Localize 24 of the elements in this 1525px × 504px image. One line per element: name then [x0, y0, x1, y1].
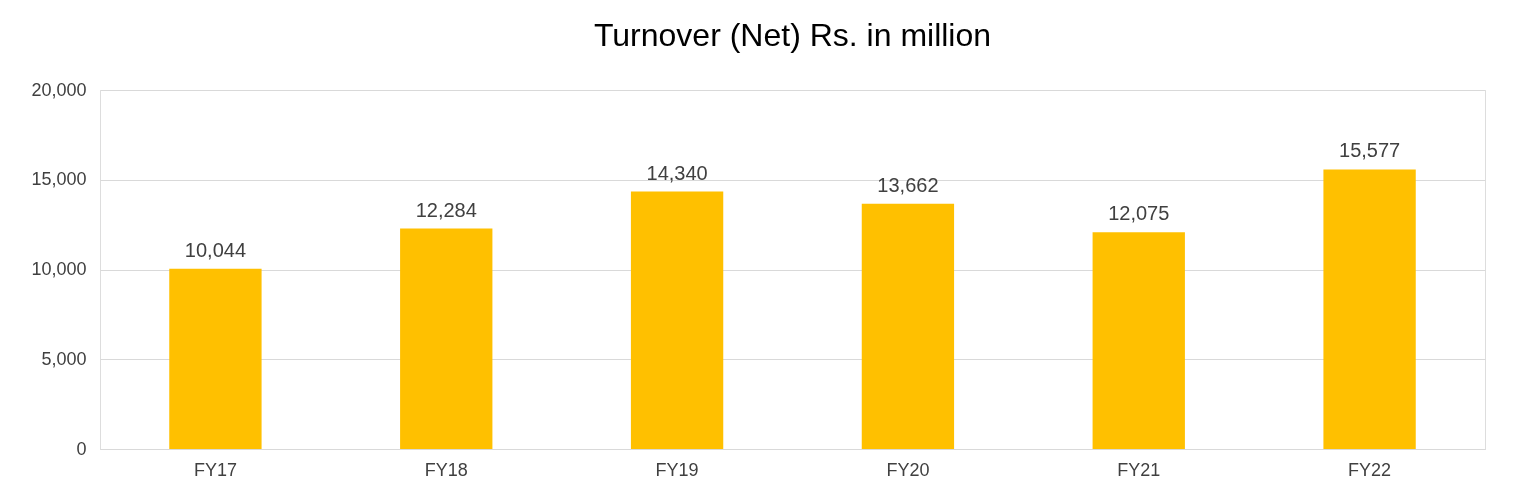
bar [630, 191, 724, 449]
data-label: 12,284 [415, 198, 477, 221]
x-tick-label: FY21 [1117, 459, 1161, 480]
chart-title: Turnover (Net) Rs. in million [593, 17, 992, 53]
data-label: 12,075 [1108, 202, 1170, 225]
bar [1323, 169, 1416, 449]
data-label: 13,662 [877, 173, 939, 196]
y-tick-label: 10,000 [31, 259, 87, 279]
x-tick-label: FY22 [1348, 459, 1392, 480]
data-label: 15,577 [1339, 139, 1401, 162]
y-tick-label: 0 [76, 438, 87, 459]
y-tick-label: 20,000 [31, 79, 87, 100]
data-label: 14,340 [646, 161, 708, 184]
x-tick-label: FY17 [193, 459, 237, 480]
bar [1092, 232, 1185, 449]
data-label: 10,044 [184, 238, 246, 261]
bar [861, 203, 955, 449]
bar [400, 228, 493, 449]
y-tick-label: 15,000 [31, 169, 87, 190]
x-tick-label: FY18 [424, 459, 468, 480]
y-tick-label: 5,000 [41, 348, 87, 369]
x-tick-label: FY19 [655, 459, 699, 480]
bar [169, 268, 262, 449]
x-tick-label: FY20 [886, 459, 930, 480]
